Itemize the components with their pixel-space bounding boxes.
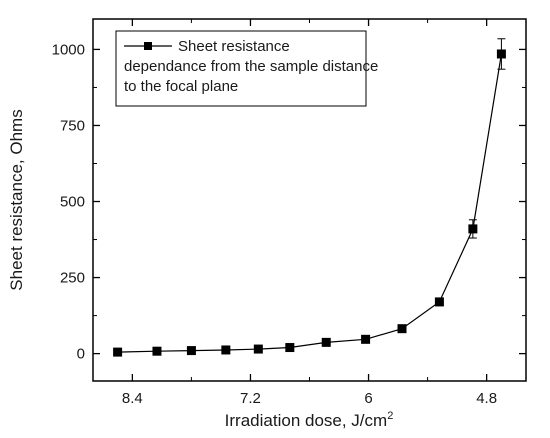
x-tick-label: 4.8 xyxy=(476,390,497,407)
data-point xyxy=(152,346,162,356)
y-axis: 0 250 500 750 1000 xyxy=(52,41,526,363)
series-group xyxy=(113,38,506,357)
data-point xyxy=(113,347,123,357)
data-point xyxy=(253,344,263,354)
y-tick-label: 1000 xyxy=(52,41,85,58)
data-point xyxy=(434,297,444,307)
x-axis: 8.4 7.2 6 4.8 xyxy=(122,19,497,407)
y-tick-label: 250 xyxy=(60,270,85,287)
legend-marker xyxy=(144,42,152,50)
y-tick-label: 500 xyxy=(60,194,85,211)
data-point xyxy=(397,324,407,334)
legend-label-line: dependance from the sample distance xyxy=(124,58,378,75)
x-tick-label: 8.4 xyxy=(122,390,143,407)
data-point xyxy=(496,49,506,59)
legend-label-line: to the focal plane xyxy=(124,78,238,95)
data-point xyxy=(221,345,231,355)
legend-label: Sheet resistance dependance from the samp… xyxy=(124,38,378,95)
legend: Sheet resistance dependance from the samp… xyxy=(115,30,378,107)
data-point xyxy=(186,346,196,356)
data-point xyxy=(321,337,331,347)
y-tick-label: 750 xyxy=(60,117,85,134)
legend-box xyxy=(115,30,367,107)
x-tick-label: 6 xyxy=(364,390,372,407)
y-tick-label: 0 xyxy=(77,346,85,363)
series-line xyxy=(117,53,502,353)
data-point xyxy=(361,334,371,344)
x-tick-label: 7.2 xyxy=(240,390,261,407)
data-point xyxy=(285,343,295,353)
y-axis-title: Sheet resistance, Ohms xyxy=(7,109,26,290)
x-axis-title: Irradiation dose, J/cm2 xyxy=(225,410,394,430)
x-axis-title-text: Irradiation dose, J/cm xyxy=(225,411,388,430)
x-axis-title-superscript: 2 xyxy=(387,410,393,422)
data-point xyxy=(468,224,478,234)
legend-label-line: Sheet resistance xyxy=(178,38,290,55)
